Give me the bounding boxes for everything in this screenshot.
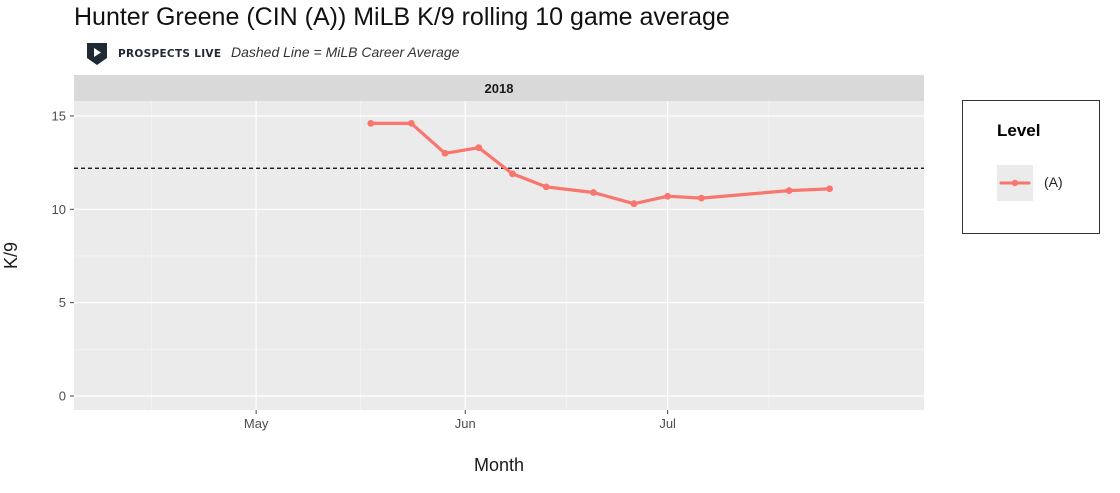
brand-logo: PROSPECTS LIVE [86,42,221,66]
play-shield-icon [87,43,107,65]
legend-title: Level [997,121,1041,140]
grid-lines [74,101,924,410]
plot-panel [74,101,924,410]
series-line [369,121,832,206]
x-tick-label: May [244,416,269,431]
facet-strip: 2018 [74,75,924,101]
x-tick-label: Jul [659,416,676,431]
data-point [826,185,833,193]
brand-name: PROSPECTS LIVE [118,48,222,60]
data-point [441,149,449,157]
data-point [475,144,483,152]
legend-line-point-icon [999,179,1031,187]
data-point [407,120,415,127]
y-tick-label: 15 [52,108,66,123]
facet-strip-label: 2018 [485,81,514,96]
data-point [590,189,597,196]
data-point [542,183,550,191]
y-tick-label: 0 [59,388,66,403]
data-point [630,200,638,208]
axes: 0 5 10 15 May Jun Jul Month K/9 [1,108,676,475]
y-tick-label: 10 [52,202,66,217]
data-point [367,120,375,127]
data-point [697,194,705,202]
legend: Level (A) [962,100,1100,234]
series-layer [367,120,833,208]
legend-label: (A) [1044,174,1063,190]
x-tick-label: Jun [455,416,476,431]
chart-subtitle: Dashed Line = MiLB Career Average [231,44,460,60]
legend-key [997,165,1033,201]
x-axis-title: Month [474,455,524,475]
data-point [785,187,793,195]
plot-background [74,101,924,410]
facet-strip-background [74,75,924,101]
chart-title: Hunter Greene (CIN (A)) MiLB K/9 rolling… [74,3,730,31]
data-point [664,192,672,200]
y-tick-label: 5 [59,295,66,310]
y-axis-title: K/9 [1,242,21,269]
data-point [509,170,516,178]
